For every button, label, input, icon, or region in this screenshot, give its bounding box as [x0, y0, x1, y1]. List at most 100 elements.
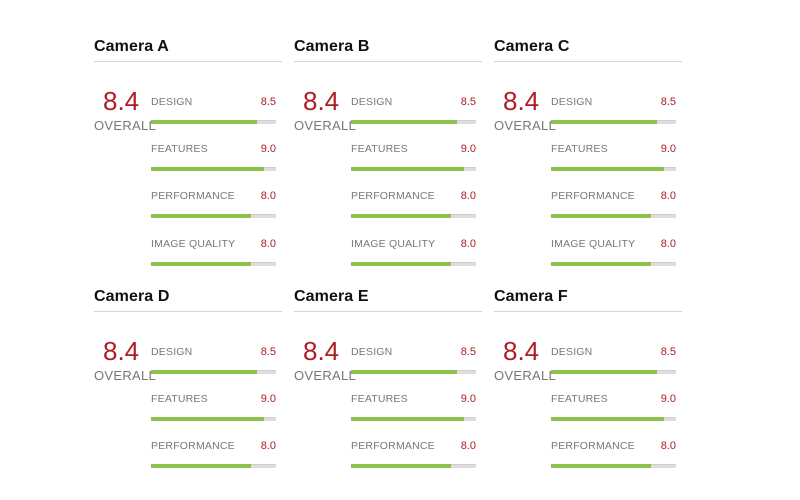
metric-value: 9.0 — [660, 143, 676, 155]
metric-value: 8.0 — [460, 440, 476, 452]
metric-label: DESIGN — [551, 346, 593, 358]
metric-value: 8.0 — [660, 440, 676, 452]
metric-row: PERFORMANCE 8.0 — [351, 440, 476, 480]
metric-value: 8.0 — [260, 238, 276, 250]
camera-title: Camera E — [294, 288, 369, 305]
metric-row: FEATURES 9.0 — [151, 143, 276, 183]
metric-row: DESIGN 8.5 — [151, 96, 276, 136]
metric-value: 9.0 — [460, 143, 476, 155]
camera-card: Camera A 8.4 OVERALL DESIGN 8.5 FEATURES 9.0 PE… — [94, 0, 282, 266]
metric-label: FEATURES — [351, 143, 408, 155]
camera-card: Camera B 8.4 OVERALL DESIGN 8.5 FEATURES 9.0 PE… — [294, 0, 482, 266]
metric-value: 8.5 — [460, 346, 476, 358]
overall-label: OVERALL — [94, 118, 157, 133]
rating-bar-fill — [151, 214, 251, 218]
camera-card: Camera C 8.4 OVERALL DESIGN 8.5 FEATURES 9.0 PE… — [494, 0, 682, 266]
metric-label: FEATURES — [551, 393, 608, 405]
metric-label: IMAGE QUALITY — [551, 238, 636, 250]
metric-label: DESIGN — [551, 96, 593, 108]
camera-card: Camera F 8.4 OVERALL DESIGN 8.5 FEATURES 9.0 PE… — [494, 250, 682, 500]
rating-bar-fill — [351, 464, 451, 468]
rating-bar-track — [551, 262, 676, 266]
rating-bar-track — [551, 120, 676, 124]
rating-bar-fill — [551, 417, 664, 421]
rating-bar-track — [351, 262, 476, 266]
metric-value: 8.0 — [460, 190, 476, 202]
rating-bar-fill — [151, 417, 264, 421]
rating-bar-fill — [151, 120, 258, 124]
metric-row: DESIGN 8.5 — [151, 346, 276, 386]
metric-value: 8.0 — [660, 238, 676, 250]
metric-row: DESIGN 8.5 — [351, 96, 476, 136]
rating-bar-track — [551, 417, 676, 421]
metric-value: 8.5 — [460, 96, 476, 108]
rating-bar-track — [151, 120, 276, 124]
rating-bar-track — [151, 370, 276, 374]
metric-label: FEATURES — [151, 143, 208, 155]
title-divider — [494, 311, 682, 312]
metric-value: 8.5 — [260, 346, 276, 358]
metric-label: DESIGN — [351, 346, 393, 358]
rating-bar-fill — [551, 167, 664, 171]
camera-title: Camera F — [494, 288, 568, 305]
rating-bar-track — [551, 370, 676, 374]
metric-label: FEATURES — [551, 143, 608, 155]
rating-bar-fill — [151, 167, 264, 171]
metric-row: IMAGE QUALITY 8.0 — [351, 238, 476, 278]
rating-bar-fill — [551, 214, 651, 218]
metric-label: IMAGE QUALITY — [351, 238, 436, 250]
camera-title: Camera B — [294, 38, 370, 55]
overall-score: 8.4 — [503, 86, 540, 116]
title-divider — [294, 311, 482, 312]
metric-row: FEATURES 9.0 — [351, 143, 476, 183]
metric-row: IMAGE QUALITY 8.0 — [151, 238, 276, 278]
camera-card: Camera D 8.4 OVERALL DESIGN 8.5 FEATURES 9.0 PE… — [94, 250, 282, 500]
rating-bar-fill — [351, 370, 458, 374]
metric-label: PERFORMANCE — [551, 440, 635, 452]
metric-value: 9.0 — [460, 393, 476, 405]
rating-bar-fill — [351, 262, 451, 266]
metric-row: PERFORMANCE 8.0 — [151, 440, 276, 480]
overall-label: OVERALL — [94, 368, 157, 383]
metric-label: PERFORMANCE — [151, 440, 235, 452]
rating-bar-fill — [351, 417, 464, 421]
rating-bar-track — [551, 464, 676, 468]
metric-value: 8.0 — [660, 190, 676, 202]
rating-bar-fill — [351, 167, 464, 171]
metric-row: FEATURES 9.0 — [151, 393, 276, 433]
camera-title: Camera C — [494, 38, 570, 55]
overall-score: 8.4 — [503, 336, 540, 366]
metric-row: DESIGN 8.5 — [551, 346, 676, 386]
rating-bar-fill — [351, 120, 458, 124]
metric-label: PERFORMANCE — [351, 440, 435, 452]
rating-bar-track — [351, 370, 476, 374]
metric-row: FEATURES 9.0 — [551, 143, 676, 183]
metric-row: DESIGN 8.5 — [351, 346, 476, 386]
metric-row: FEATURES 9.0 — [551, 393, 676, 433]
metric-value: 8.5 — [660, 96, 676, 108]
rating-bar-track — [151, 464, 276, 468]
rating-bar-fill — [551, 262, 651, 266]
title-divider — [94, 311, 282, 312]
rating-bar-fill — [551, 120, 658, 124]
rating-bar-fill — [551, 464, 651, 468]
rating-bar-fill — [151, 262, 251, 266]
metric-value: 9.0 — [260, 143, 276, 155]
camera-review-grid: Camera A 8.4 OVERALL DESIGN 8.5 FEATURES 9.0 PE… — [94, 0, 694, 468]
metric-row: PERFORMANCE 8.0 — [151, 190, 276, 230]
overall-score: 8.4 — [303, 336, 340, 366]
title-divider — [494, 61, 682, 62]
metric-value: 8.0 — [460, 238, 476, 250]
metric-row: PERFORMANCE 8.0 — [351, 190, 476, 230]
title-divider — [294, 61, 482, 62]
rating-bar-track — [551, 167, 676, 171]
rating-bar-track — [151, 417, 276, 421]
rating-bar-track — [551, 214, 676, 218]
metric-value: 8.5 — [260, 96, 276, 108]
metric-label: DESIGN — [151, 96, 193, 108]
metric-label: PERFORMANCE — [151, 190, 235, 202]
rating-bar-track — [351, 417, 476, 421]
rating-bar-fill — [551, 370, 658, 374]
rating-bar-fill — [151, 464, 251, 468]
metric-row: IMAGE QUALITY 8.0 — [551, 238, 676, 278]
